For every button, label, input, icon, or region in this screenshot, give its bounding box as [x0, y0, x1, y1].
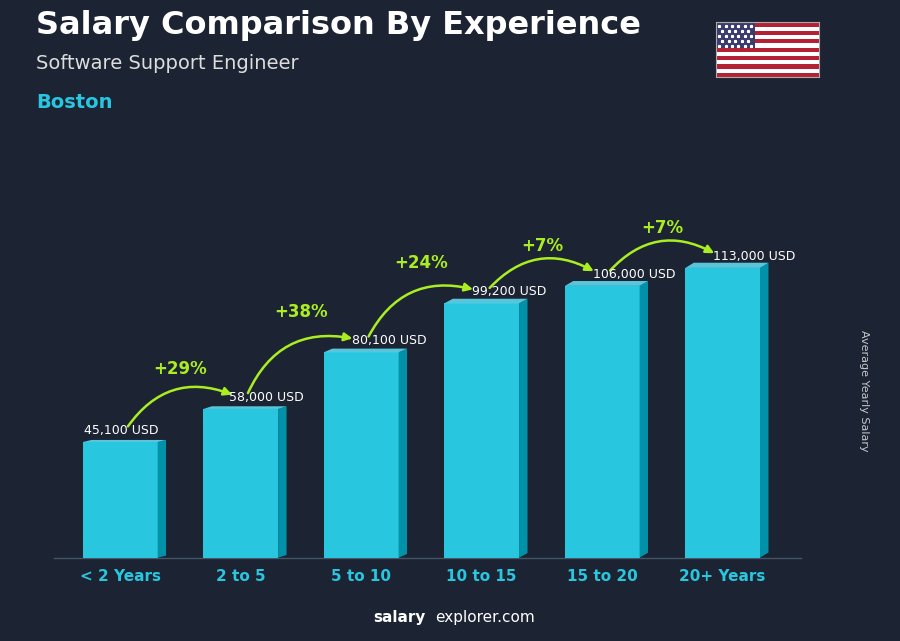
Text: 106,000 USD: 106,000 USD — [592, 268, 675, 281]
Polygon shape — [685, 263, 769, 268]
Text: 58,000 USD: 58,000 USD — [229, 391, 303, 404]
Polygon shape — [399, 349, 407, 558]
Text: +38%: +38% — [274, 303, 328, 321]
Bar — [716, 64, 819, 69]
Polygon shape — [203, 406, 286, 409]
Bar — [203, 409, 278, 558]
Polygon shape — [519, 299, 527, 558]
Polygon shape — [445, 299, 527, 303]
Text: 80,100 USD: 80,100 USD — [352, 335, 427, 347]
Bar — [445, 303, 519, 558]
Text: +24%: +24% — [394, 254, 448, 272]
Bar — [716, 35, 819, 39]
Text: 99,200 USD: 99,200 USD — [472, 285, 546, 298]
Bar — [716, 60, 819, 64]
Text: salary: salary — [374, 610, 426, 625]
Polygon shape — [83, 440, 166, 442]
Polygon shape — [760, 263, 769, 558]
Text: +7%: +7% — [642, 219, 683, 237]
Bar — [716, 22, 819, 27]
Bar — [716, 27, 819, 31]
Bar — [716, 56, 819, 60]
Polygon shape — [324, 349, 407, 353]
Text: +29%: +29% — [154, 360, 207, 378]
Polygon shape — [158, 440, 166, 558]
Polygon shape — [565, 281, 648, 286]
Bar — [716, 72, 819, 77]
Bar — [716, 31, 819, 35]
Bar — [83, 442, 158, 558]
Bar — [685, 268, 760, 558]
Text: Average Yearly Salary: Average Yearly Salary — [859, 330, 869, 452]
Text: 45,100 USD: 45,100 USD — [84, 424, 158, 437]
Text: explorer.com: explorer.com — [435, 610, 535, 625]
Text: Boston: Boston — [36, 93, 112, 112]
Bar — [716, 47, 819, 52]
Bar — [716, 44, 819, 47]
Bar — [716, 69, 819, 72]
Polygon shape — [640, 281, 648, 558]
Text: Salary Comparison By Experience: Salary Comparison By Experience — [36, 10, 641, 40]
Text: Software Support Engineer: Software Support Engineer — [36, 54, 299, 74]
Text: +7%: +7% — [521, 237, 563, 255]
Bar — [565, 286, 640, 558]
Polygon shape — [278, 406, 286, 558]
Bar — [324, 353, 399, 558]
Bar — [716, 52, 819, 56]
Bar — [716, 39, 819, 44]
Bar — [716, 22, 755, 47]
Text: 113,000 USD: 113,000 USD — [713, 250, 796, 263]
